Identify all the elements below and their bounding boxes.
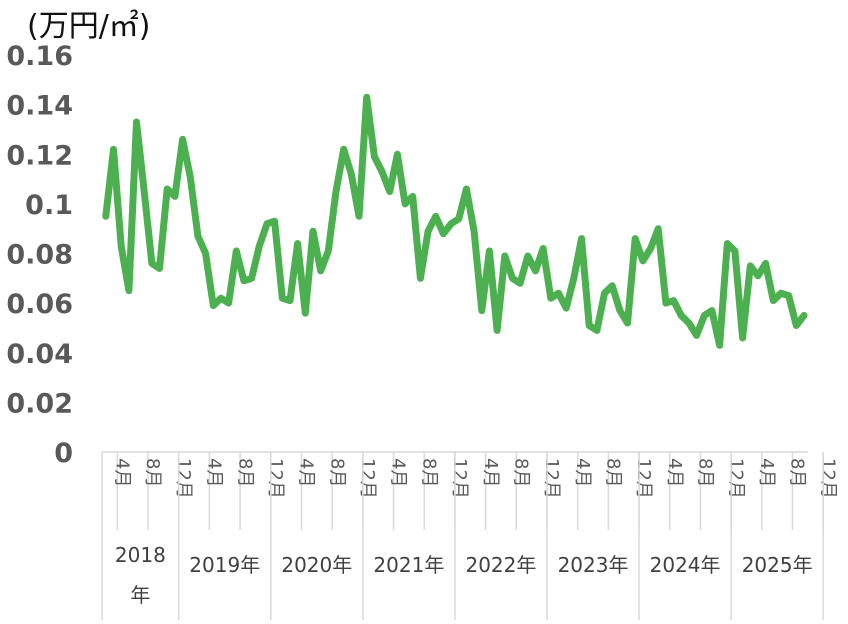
x-month-label: 4月	[204, 458, 225, 487]
y-tick-label: 0	[54, 438, 73, 469]
x-month-label: 8月	[234, 458, 255, 487]
series-line	[102, 93, 808, 349]
y-axis-unit-label: (万円/㎡)	[27, 9, 151, 44]
x-year-label: 2019年	[189, 553, 260, 577]
x-month-label: 8月	[510, 458, 531, 487]
x-year-label: 2018 年	[115, 543, 166, 607]
x-month-label: 12月	[173, 458, 194, 499]
x-year-label: 2025年	[742, 553, 813, 577]
x-month-label: 12月	[541, 458, 562, 499]
x-month-label: 12月	[265, 458, 286, 499]
y-tick-label: 0.12	[6, 140, 73, 171]
x-year-label: 2023年	[558, 553, 629, 577]
x-month-label: 8月	[695, 458, 716, 487]
y-tick-label: 0.16	[6, 41, 73, 72]
series-layer	[102, 93, 808, 349]
x-month-label: 8月	[142, 458, 163, 487]
x-month-label: 4月	[388, 458, 409, 487]
x-month-label: 12月	[633, 458, 654, 499]
x-month-label: 8月	[787, 458, 808, 487]
y-tick-label: 0.06	[6, 289, 73, 320]
x-year-label: 2021年	[373, 553, 444, 577]
x-month-label: 8月	[418, 458, 439, 487]
y-axis-ticks: 0 0.02 0.04 0.06 0.08 0.1 0.12 0.14 0.16	[6, 41, 73, 469]
y-tick-label: 0.02	[6, 388, 73, 419]
y-tick-label: 0.04	[6, 339, 73, 370]
x-month-label: 4月	[480, 458, 501, 487]
y-tick-label: 0.14	[6, 91, 73, 122]
x-month-label: 12月	[449, 458, 470, 499]
y-tick-label: 0.08	[6, 240, 73, 271]
x-month-label: 4月	[296, 458, 317, 487]
y-tick-label: 0.1	[25, 190, 73, 221]
x-month-label: 4月	[664, 458, 685, 487]
x-axis: 4月 8月 12月 4月 8月 12月 4月 8月 12月 4月 8月 12月 4月 8月 12月 4月 8月 1…	[101, 451, 838, 620]
x-month-label: 4月	[572, 458, 593, 487]
x-month-label: 12月	[357, 458, 378, 499]
x-year-label: 2020年	[281, 553, 352, 577]
x-year-label: 2024年	[650, 553, 721, 577]
x-month-label: 4月	[756, 458, 777, 487]
x-month-label: 8月	[603, 458, 624, 487]
x-month-label: 4月	[112, 458, 133, 487]
x-month-label: 8月	[326, 458, 347, 487]
x-year-label: 2022年	[465, 553, 536, 577]
x-month-label: 12月	[817, 458, 838, 499]
x-month-label: 12月	[725, 458, 746, 499]
